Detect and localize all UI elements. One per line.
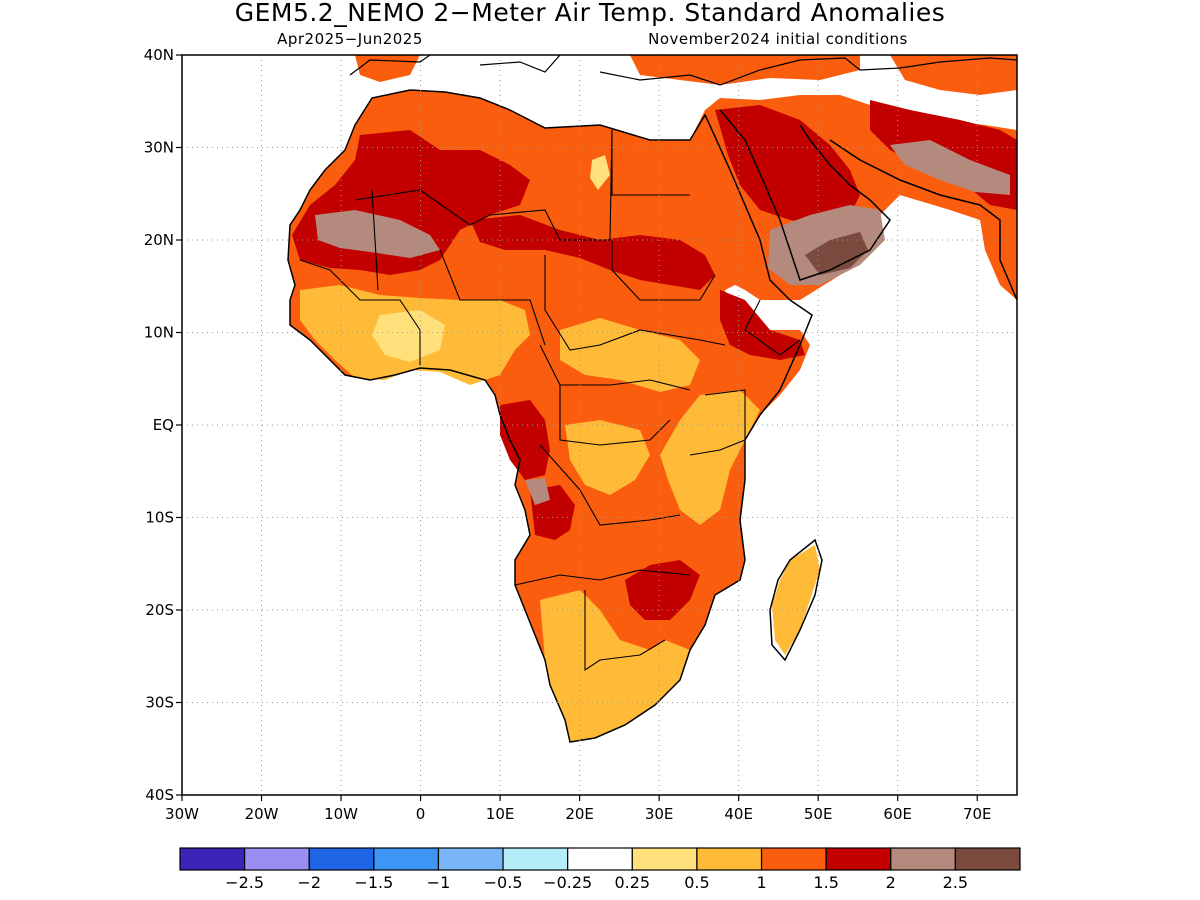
colorbar-label: 0.25	[614, 873, 650, 892]
lat-tick-label: 40N	[144, 46, 174, 64]
lon-tick-label: 70E	[963, 805, 992, 823]
colorbar-swatch	[954, 847, 1021, 871]
lon-tick-label: 40E	[724, 805, 753, 823]
lon-tick-label: 20W	[245, 805, 279, 823]
anomaly-region-dark-red-gabon	[500, 400, 550, 480]
colorbar-swatch	[760, 847, 827, 871]
colorbar-label: −0.5	[484, 873, 523, 892]
anomaly-region-light-orange-central	[560, 318, 700, 392]
colorbar-swatch	[179, 847, 246, 871]
anomaly-region-orange-eastmed	[630, 55, 860, 85]
lon-tick-label: 30W	[165, 805, 199, 823]
anomaly-region-light-orange-congo	[565, 420, 650, 495]
colorbar-label: 1	[756, 873, 766, 892]
lon-tick-label: 60E	[883, 805, 912, 823]
lon-tick-label: 0	[416, 805, 426, 823]
colorbar-swatch	[373, 847, 440, 871]
lon-tick-label: 30E	[645, 805, 674, 823]
coastline-arabia	[719, 109, 891, 281]
colorbar-swatch	[308, 847, 375, 871]
colorbar-label: 2	[886, 873, 896, 892]
africa-landmass	[288, 55, 1017, 742]
anomaly-region-dark-red-north-central	[470, 215, 715, 290]
lat-tick-label: 20S	[145, 601, 174, 619]
lat-tick-label: 30N	[144, 139, 174, 157]
lon-tick-label: 10E	[486, 805, 515, 823]
lon-tick-label: 10W	[324, 805, 358, 823]
lon-tick-label: 20E	[565, 805, 594, 823]
colorbar-label: −2	[297, 873, 321, 892]
anomaly-region-brown-iran	[890, 140, 1010, 195]
anomaly-region-yellow-libya	[590, 155, 610, 190]
colorbar-swatch	[244, 847, 310, 871]
latitude-axis: 40N 30N 20N 10N EQ 10S 20S 30S 40S	[144, 46, 182, 804]
initial-conditions-subtitle: November2024 initial conditions	[648, 30, 908, 48]
coastline-persia	[829, 139, 1017, 301]
lon-tick-label: 50E	[804, 805, 833, 823]
colorbar-swatch	[502, 847, 569, 871]
period-subtitle: Apr2025−Jun2025	[277, 30, 423, 48]
lat-tick-label: 40S	[145, 786, 174, 804]
lat-tick-label: 10S	[145, 509, 174, 527]
coastline-europe	[349, 55, 1017, 86]
longitude-axis: 30W 20W 10W 0 10E 20E 30E 40E 50E 60E 70E	[165, 795, 992, 823]
anomaly-region-darkbrown-yemen	[805, 232, 868, 275]
anomaly-region-dark-red-ethiopia	[720, 290, 805, 360]
lat-tick-label: EQ	[153, 416, 174, 434]
colorbar-label: −2.5	[225, 873, 264, 892]
anomaly-region-dark-red-arabia	[715, 105, 860, 225]
country-borders	[299, 129, 801, 672]
figure-title: GEM5.2_NEMO 2−Meter Air Temp. Standard A…	[235, 0, 946, 27]
colorbar-swatch	[696, 847, 763, 871]
map-layers	[182, 55, 1017, 795]
lat-tick-label: 30S	[145, 694, 174, 712]
colorbar-label: −1	[427, 873, 451, 892]
colorbar-swatch	[890, 847, 956, 871]
colorbar-swatch	[825, 847, 892, 871]
lat-tick-label: 20N	[144, 231, 174, 249]
anomaly-region-light-orange-east	[660, 390, 760, 525]
colorbar-label: 2.5	[943, 873, 968, 892]
anomaly-region-yellow-west	[372, 310, 445, 362]
colorbar-swatch	[437, 847, 504, 871]
colorbar-label: −0.25	[543, 873, 592, 892]
colorbar-label: −1.5	[354, 873, 393, 892]
colorbar-label: 1.5	[813, 873, 838, 892]
anomaly-region-brown-angola	[525, 478, 550, 505]
coastline-africa	[287, 89, 813, 743]
colorbar-swatch	[567, 847, 633, 871]
colorbar-label: 0.5	[684, 873, 709, 892]
anomaly-region-light-orange-south	[540, 590, 690, 742]
anomaly-region-light-orange-madagascar	[772, 545, 820, 655]
anomaly-region-brown-mali	[315, 210, 440, 258]
lat-tick-label: 10N	[144, 324, 174, 342]
anomaly-region-dark-red-zimbabwe	[625, 560, 700, 620]
graticule	[182, 55, 1017, 795]
colorbar-swatch	[631, 847, 698, 871]
colorbar: −2.5 −2 −1.5 −1 −0.5 −0.25 0.25 0.5 1 1.5 2 2.5	[179, 847, 1021, 892]
